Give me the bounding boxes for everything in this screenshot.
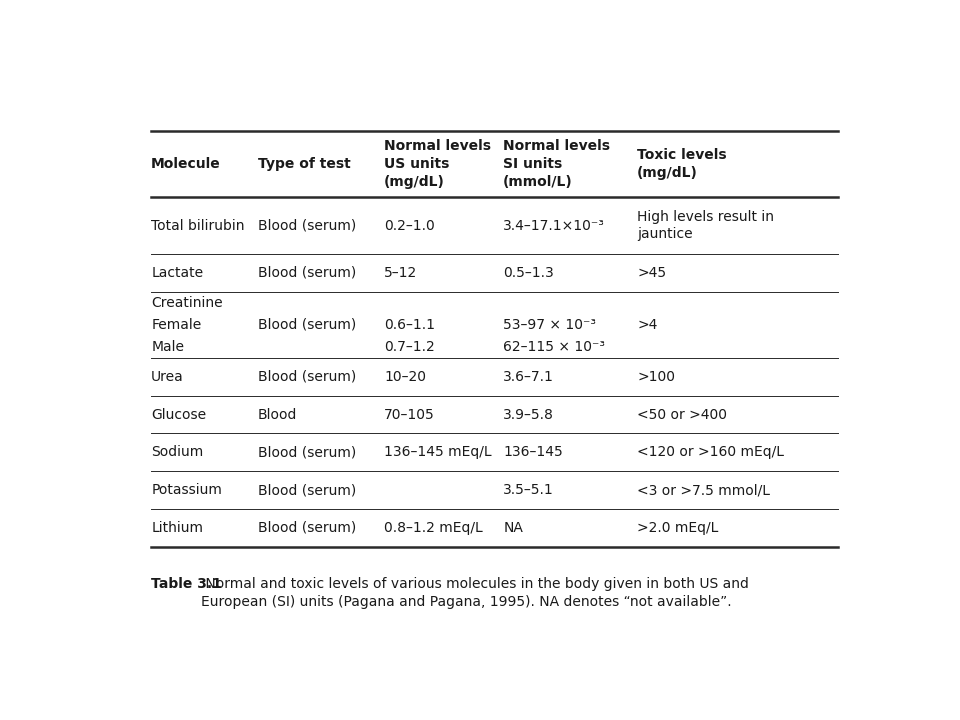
Text: Blood (serum): Blood (serum) <box>257 521 356 535</box>
Text: Toxic levels
(mg/dL): Toxic levels (mg/dL) <box>637 148 727 180</box>
Text: 0.2–1.0: 0.2–1.0 <box>384 219 435 233</box>
Text: Blood (serum): Blood (serum) <box>257 266 356 279</box>
Text: Glucose: Glucose <box>152 408 206 422</box>
Text: Urea: Urea <box>152 370 184 384</box>
Text: Blood (serum): Blood (serum) <box>257 219 356 233</box>
Text: >2.0 mEq/L: >2.0 mEq/L <box>637 521 718 535</box>
Text: High levels result in
jauntice: High levels result in jauntice <box>637 210 774 241</box>
Text: 3.6–7.1: 3.6–7.1 <box>503 370 554 384</box>
Text: Normal levels
SI units
(mmol/L): Normal levels SI units (mmol/L) <box>503 139 611 189</box>
Text: 136–145 mEq/L: 136–145 mEq/L <box>384 445 492 459</box>
Text: Normal levels
US units
(mg/dL): Normal levels US units (mg/dL) <box>384 139 492 189</box>
Text: NA: NA <box>503 521 523 535</box>
Text: 3.4–17.1×10⁻³: 3.4–17.1×10⁻³ <box>503 219 605 233</box>
Text: Blood (serum): Blood (serum) <box>257 483 356 497</box>
Text: 0.8–1.2 mEq/L: 0.8–1.2 mEq/L <box>384 521 483 535</box>
Text: <120 or >160 mEq/L: <120 or >160 mEq/L <box>637 445 784 459</box>
Text: Lithium: Lithium <box>152 521 204 535</box>
Text: Total bilirubin: Total bilirubin <box>152 219 245 233</box>
Text: 0.5–1.3: 0.5–1.3 <box>503 266 554 279</box>
Text: Molecule: Molecule <box>152 157 221 171</box>
Text: <50 or >400: <50 or >400 <box>637 408 727 422</box>
Text: Type of test: Type of test <box>257 157 350 171</box>
Text: Blood: Blood <box>257 408 297 422</box>
Text: Male: Male <box>152 340 184 354</box>
Text: 70–105: 70–105 <box>384 408 435 422</box>
Text: 0.6–1.1: 0.6–1.1 <box>384 318 435 332</box>
Text: Sodium: Sodium <box>152 445 204 459</box>
Text: Blood (serum): Blood (serum) <box>257 370 356 384</box>
Text: Lactate: Lactate <box>152 266 204 279</box>
Text: Normal and toxic levels of various molecules in the body given in both US and
Eu: Normal and toxic levels of various molec… <box>201 577 749 609</box>
Text: 10–20: 10–20 <box>384 370 426 384</box>
Text: 0.7–1.2: 0.7–1.2 <box>384 340 435 354</box>
Text: Table 3.1: Table 3.1 <box>152 577 222 591</box>
Text: >4: >4 <box>637 318 658 332</box>
Text: 62–115 × 10⁻³: 62–115 × 10⁻³ <box>503 340 605 354</box>
Text: >100: >100 <box>637 370 675 384</box>
Text: Creatinine: Creatinine <box>152 296 223 310</box>
Text: 3.9–5.8: 3.9–5.8 <box>503 408 554 422</box>
Text: Blood (serum): Blood (serum) <box>257 445 356 459</box>
Text: Potassium: Potassium <box>152 483 222 497</box>
Text: 53–97 × 10⁻³: 53–97 × 10⁻³ <box>503 318 596 332</box>
Text: Blood (serum): Blood (serum) <box>257 318 356 332</box>
Text: 5–12: 5–12 <box>384 266 418 279</box>
Text: <3 or >7.5 mmol/L: <3 or >7.5 mmol/L <box>637 483 770 497</box>
Text: 136–145: 136–145 <box>503 445 563 459</box>
Text: 3.5–5.1: 3.5–5.1 <box>503 483 554 497</box>
Text: >45: >45 <box>637 266 666 279</box>
Text: Female: Female <box>152 318 202 332</box>
